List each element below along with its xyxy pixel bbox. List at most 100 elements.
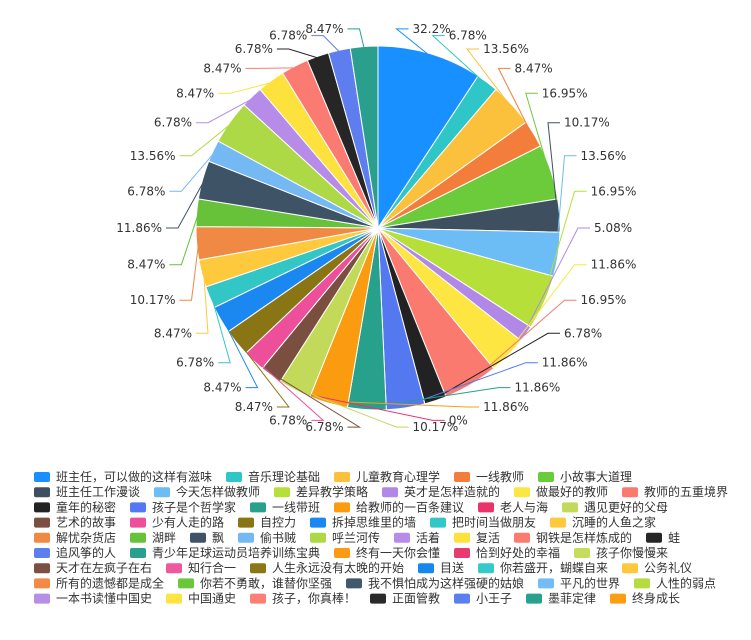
legend-item[interactable]: 公务礼仪 bbox=[622, 560, 692, 575]
legend-item[interactable]: 一线教师 bbox=[454, 469, 524, 484]
legend-item[interactable]: 做最好的教师 bbox=[514, 484, 608, 499]
legend-item[interactable]: 活着 bbox=[394, 530, 440, 545]
legend-item[interactable]: 少有人走的路 bbox=[130, 515, 224, 530]
legend-item[interactable]: 正面管教 bbox=[370, 591, 440, 606]
legend-label: 墨菲定律 bbox=[548, 591, 596, 606]
slice-percent-label: 10.17% bbox=[564, 116, 610, 130]
legend-label: 所有的遗憾都是成全 bbox=[56, 575, 164, 590]
slice-percent-label: 0% bbox=[449, 413, 468, 427]
legend-swatch bbox=[574, 548, 590, 558]
legend-item[interactable]: 青少年足球运动员培养训练宝典 bbox=[130, 545, 320, 560]
legend-item[interactable]: 人性的弱点 bbox=[634, 575, 716, 590]
legend-item[interactable]: 孩子，你真棒！ bbox=[250, 592, 356, 606]
legend-item[interactable]: 你若盛开，蝴蝶自来 bbox=[478, 560, 608, 575]
legend-swatch bbox=[130, 532, 146, 543]
legend-item[interactable]: 遇见更好的父母 bbox=[562, 499, 668, 514]
legend-label: 追风筝的人 bbox=[56, 545, 116, 560]
legend-label: 平凡的世界 bbox=[560, 575, 620, 590]
legend-item[interactable]: 孩子是个哲学家 bbox=[130, 499, 236, 514]
legend-item[interactable]: 班主任工作漫谈 bbox=[34, 485, 140, 499]
legend-item[interactable]: 追风筝的人 bbox=[34, 545, 116, 560]
legend-item[interactable]: 差异教学策略 bbox=[274, 484, 368, 499]
legend-item[interactable]: 恰到好处的幸福 bbox=[454, 545, 560, 560]
legend-swatch bbox=[334, 472, 350, 482]
legend-item[interactable]: 终有一天你会懂 bbox=[334, 545, 440, 560]
legend-item[interactable]: 人生永远没有太晚的开始 bbox=[250, 560, 404, 575]
legend-label: 孩子，你真棒！ bbox=[272, 592, 356, 606]
legend-item[interactable]: 沉睡的人鱼之家 bbox=[550, 515, 656, 530]
legend-swatch bbox=[430, 517, 446, 528]
legend-label: 呼兰河传 bbox=[332, 530, 380, 545]
legend-label: 儿童教育心理学 bbox=[356, 469, 440, 484]
legend-item[interactable]: 我不惧怕成为这样强硬的姑娘 bbox=[346, 575, 524, 590]
label-leader-line bbox=[169, 151, 216, 192]
label-leader-line bbox=[405, 362, 538, 407]
legend-label: 湖畔 bbox=[152, 530, 176, 545]
legend-swatch bbox=[130, 517, 146, 528]
legend-swatch bbox=[370, 593, 386, 604]
legend-item[interactable]: 拆掉思维里的墙 bbox=[310, 515, 416, 530]
legend-item[interactable]: 偷书贼 bbox=[238, 530, 296, 545]
legend-swatch bbox=[34, 502, 50, 513]
label-leader-line bbox=[271, 373, 362, 428]
legend-swatch bbox=[538, 472, 554, 482]
legend-item[interactable]: 蛙 bbox=[646, 531, 680, 545]
legend-item[interactable]: 音乐理论基础 bbox=[226, 469, 320, 484]
legend-item[interactable]: 天才在左疯子在右 bbox=[34, 560, 152, 575]
legend-label: 差异教学策略 bbox=[296, 484, 368, 499]
legend-label: 我不惧怕成为这样强硬的姑娘 bbox=[368, 575, 524, 590]
legend-item[interactable]: 一线带班 bbox=[250, 500, 320, 514]
label-leader-line bbox=[237, 341, 290, 408]
legend-item[interactable]: 平凡的世界 bbox=[538, 575, 620, 590]
legend-label: 自控力 bbox=[260, 516, 296, 530]
legend-item[interactable]: 目送 bbox=[418, 560, 464, 575]
legend-item[interactable]: 终身成长 bbox=[610, 591, 680, 606]
legend-item[interactable]: 把时间当做朋友 bbox=[430, 515, 536, 530]
legend-item[interactable]: 艺术的故事 bbox=[34, 515, 116, 530]
legend-item[interactable]: 班主任，可以做的这样有滋味 bbox=[34, 469, 212, 484]
legend-item[interactable]: 童年的秘密 bbox=[34, 499, 116, 514]
legend-swatch bbox=[514, 487, 530, 498]
legend-swatch bbox=[130, 548, 146, 558]
legend-label: 恰到好处的幸福 bbox=[476, 545, 560, 560]
legend-item[interactable]: 给教师的一百条建议 bbox=[334, 499, 464, 514]
legend-item[interactable]: 解忧杂货店 bbox=[34, 530, 116, 545]
legend-item[interactable]: 教师的五重境界 bbox=[622, 484, 728, 499]
legend-item[interactable]: 自控力 bbox=[238, 516, 296, 530]
legend-item[interactable]: 知行合一 bbox=[166, 560, 236, 575]
legend-item[interactable]: 今天怎样做教师 bbox=[154, 484, 260, 499]
legend-item[interactable]: 一本书读懂中国史 bbox=[34, 591, 152, 606]
label-leader-line bbox=[310, 394, 445, 421]
legend-item[interactable]: 你若不勇敢，谁替你坚强 bbox=[178, 576, 332, 590]
legend-item[interactable]: 儿童教育心理学 bbox=[334, 469, 440, 484]
legend-item[interactable]: 老人与海 bbox=[478, 499, 548, 514]
legend-item[interactable]: 钢铁是怎样炼成的 bbox=[514, 530, 632, 545]
legend-item[interactable]: 所有的遗憾都是成全 bbox=[34, 575, 164, 590]
legend-swatch bbox=[34, 548, 50, 558]
legend-label: 童年的秘密 bbox=[56, 499, 116, 514]
legend-item[interactable]: 英才是怎样造就的 bbox=[382, 484, 500, 499]
label-leader-line bbox=[366, 387, 511, 409]
slice-percent-label: 11.86% bbox=[591, 258, 637, 272]
legend-item[interactable]: 墨菲定律 bbox=[526, 591, 596, 606]
legend-item[interactable]: 中国通史 bbox=[166, 591, 236, 606]
legend-swatch bbox=[646, 532, 662, 543]
legend-item[interactable]: 小故事大道理 bbox=[538, 469, 632, 484]
legend-swatch bbox=[610, 593, 626, 604]
legend-swatch bbox=[334, 502, 350, 513]
legend-label: 今天怎样做教师 bbox=[176, 484, 260, 499]
legend-item[interactable]: 孩子你慢慢来 bbox=[574, 546, 668, 560]
legend-swatch bbox=[34, 563, 50, 574]
legend-item[interactable]: 小王子 bbox=[454, 592, 512, 606]
legend-item[interactable]: 复活 bbox=[454, 531, 500, 545]
slice-percent-label: 8.47% bbox=[305, 22, 343, 36]
slice-percent-label: 10.17% bbox=[130, 293, 176, 307]
legend-label: 活着 bbox=[416, 530, 440, 545]
legend-item[interactable]: 湖畔 bbox=[130, 530, 176, 545]
legend-swatch bbox=[166, 593, 182, 604]
label-leader-line bbox=[166, 180, 205, 229]
legend-item[interactable]: 飘 bbox=[190, 531, 224, 545]
label-leader-line bbox=[196, 272, 209, 334]
legend-item[interactable]: 呼兰河传 bbox=[310, 530, 380, 545]
slice-percent-label: 6.78% bbox=[564, 326, 602, 340]
